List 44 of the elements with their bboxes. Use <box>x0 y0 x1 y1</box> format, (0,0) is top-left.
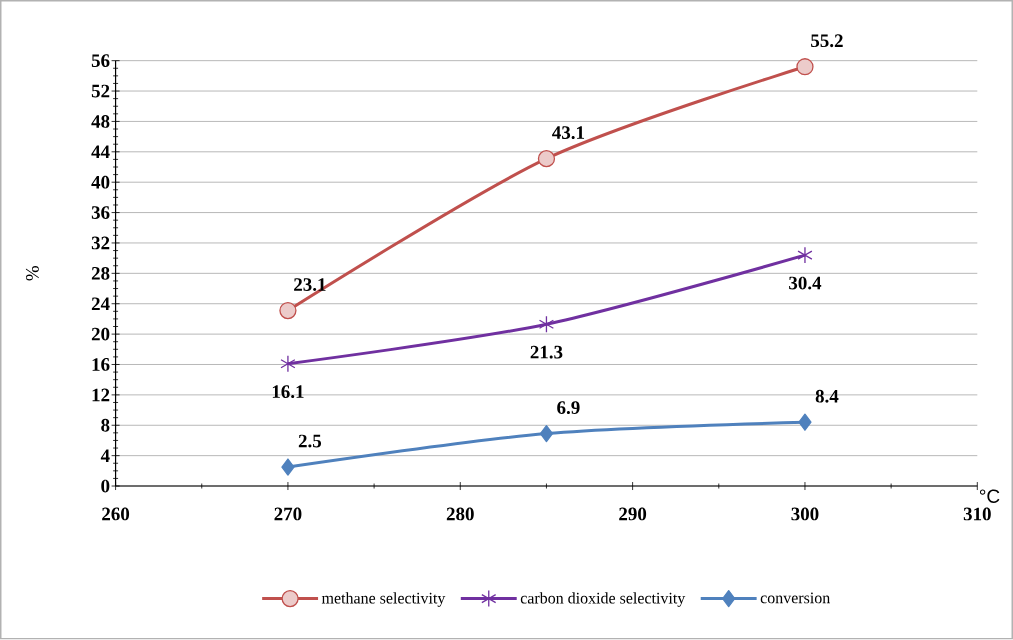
y-axis-title: % <box>25 266 39 281</box>
y-tick-label: 4 <box>100 449 110 463</box>
x-axis-title: °C <box>979 489 1000 504</box>
y-tick-label: 20 <box>91 327 110 341</box>
y-tick-label: 0 <box>101 479 110 493</box>
point <box>539 425 554 443</box>
x-tick-label: 270 <box>274 507 302 521</box>
point <box>798 413 812 432</box>
y-tick-label: 40 <box>91 176 110 189</box>
y-tick-label: 56 <box>91 54 110 68</box>
y-tick-label: 12 <box>92 388 110 402</box>
y-tick-label: 16 <box>92 358 110 372</box>
point <box>538 315 555 334</box>
data-label: 30.4 <box>789 276 822 290</box>
legend-label: conversion <box>760 592 830 604</box>
data-label: 2.5 <box>298 434 322 448</box>
point <box>281 458 295 476</box>
data-label: 16.1 <box>272 385 304 399</box>
y-tick-label: 52 <box>91 84 110 98</box>
data-label: 23.1 <box>294 278 326 292</box>
point <box>797 246 813 264</box>
data-label: 21.3 <box>530 346 563 359</box>
y-tick-label: 48 <box>91 115 110 129</box>
x-tick-label: 260 <box>102 507 130 521</box>
data-label: 43.1 <box>552 126 585 140</box>
point <box>796 58 814 76</box>
point <box>537 150 556 168</box>
x-tick-label: 280 <box>446 507 474 521</box>
x-tick-label: 290 <box>619 507 647 521</box>
y-tick-label: 44 <box>91 145 110 159</box>
point <box>279 302 297 320</box>
y-tick-label: 28 <box>91 267 110 280</box>
data-label: 55.2 <box>811 34 843 48</box>
data-label: 6.9 <box>557 401 580 415</box>
y-tick-label: 32 <box>91 236 110 250</box>
y-tick-label: 36 <box>91 206 110 220</box>
data-label: 8.4 <box>815 390 839 403</box>
x-tick-label: 310 <box>963 507 991 521</box>
legend-label: carbon dioxide selectivity <box>520 592 686 608</box>
point <box>280 355 296 373</box>
legend-label: methane selectivity <box>321 592 446 608</box>
x-tick-label: 300 <box>791 507 819 521</box>
y-tick-label: 8 <box>101 419 110 432</box>
y-tick-label: 24 <box>91 297 110 311</box>
